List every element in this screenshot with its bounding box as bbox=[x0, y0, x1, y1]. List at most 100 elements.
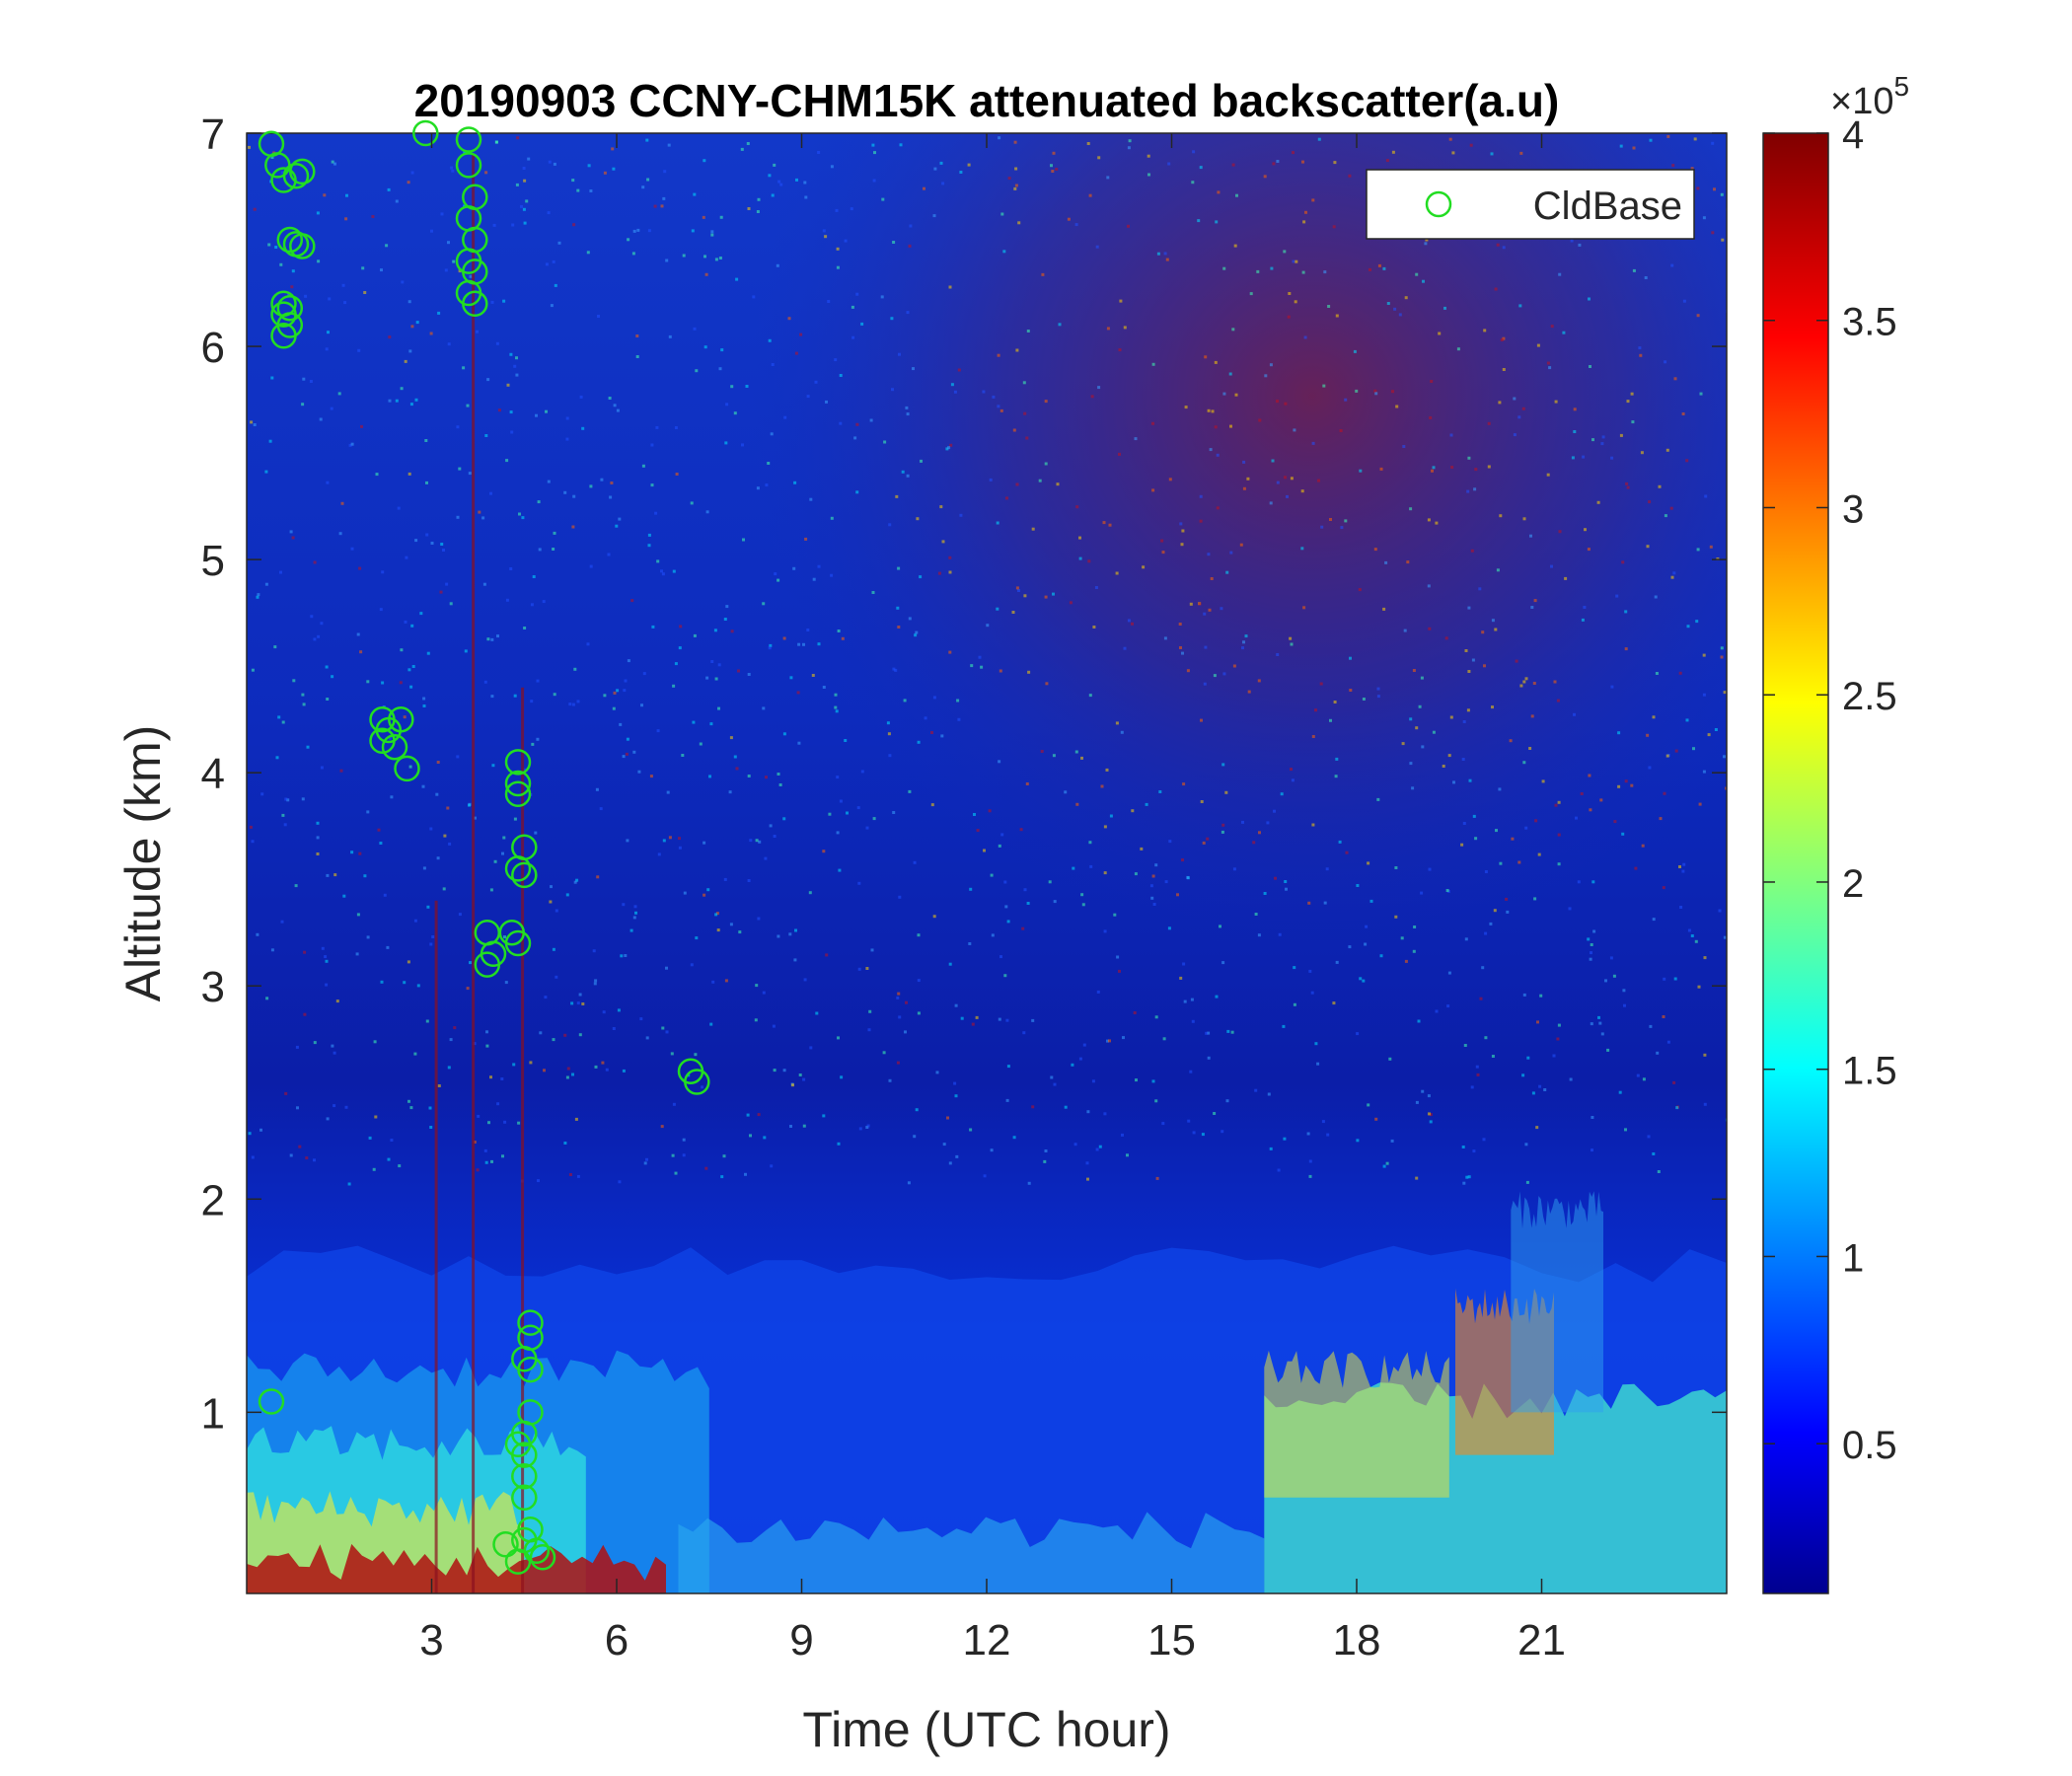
noise-speckle-dot bbox=[603, 694, 607, 698]
noise-speckle-dot bbox=[1664, 360, 1667, 364]
noise-speckle-dot bbox=[493, 859, 497, 863]
noise-speckle-dot bbox=[295, 1045, 299, 1049]
noise-speckle-dot bbox=[630, 599, 634, 603]
noise-speckle-dot bbox=[1413, 925, 1417, 928]
noise-speckle-dot bbox=[1427, 584, 1431, 588]
noise-speckle-dot bbox=[956, 699, 960, 703]
noise-speckle-dot bbox=[436, 856, 440, 860]
noise-speckle-dot bbox=[570, 1001, 574, 1005]
noise-speckle-dot bbox=[306, 745, 310, 749]
noise-speckle-dot bbox=[850, 207, 853, 211]
noise-speckle-dot bbox=[597, 315, 600, 318]
noise-speckle-dot bbox=[1491, 705, 1494, 709]
noise-speckle-dot bbox=[1415, 1100, 1419, 1104]
noise-speckle-dot bbox=[930, 731, 933, 734]
noise-speckle-dot bbox=[1652, 918, 1656, 922]
noise-speckle-dot bbox=[1311, 823, 1315, 827]
noise-speckle-dot bbox=[1314, 1042, 1318, 1046]
noise-speckle-dot bbox=[1564, 576, 1568, 580]
noise-speckle-dot bbox=[249, 825, 253, 829]
noise-speckle-dot bbox=[835, 208, 839, 212]
noise-speckle-dot bbox=[325, 959, 329, 963]
noise-speckle-dot bbox=[1699, 392, 1703, 396]
noise-speckle-dot bbox=[670, 1052, 674, 1056]
noise-speckle-dot bbox=[855, 422, 859, 426]
noise-speckle-dot bbox=[1216, 453, 1220, 457]
noise-speckle-dot bbox=[565, 893, 569, 897]
noise-speckle-dot bbox=[484, 1160, 488, 1164]
noise-speckle-dot bbox=[1632, 268, 1636, 272]
noise-speckle-dot bbox=[1443, 306, 1446, 310]
noise-speckle-dot bbox=[1108, 1039, 1111, 1043]
noise-speckle-dot bbox=[856, 806, 860, 810]
noise-speckle-dot bbox=[1089, 864, 1093, 868]
noise-speckle-dot bbox=[803, 978, 807, 982]
noise-speckle-dot bbox=[672, 684, 676, 688]
noise-speckle-dot bbox=[795, 178, 798, 182]
noise-speckle-dot bbox=[1489, 922, 1493, 925]
noise-speckle-dot bbox=[1080, 756, 1083, 760]
noise-speckle-dot bbox=[424, 439, 428, 442]
noise-speckle-dot bbox=[772, 1024, 776, 1028]
noise-speckle-dot bbox=[1500, 338, 1504, 341]
noise-speckle-dot bbox=[563, 490, 567, 494]
noise-speckle-dot bbox=[1533, 897, 1537, 901]
noise-speckle-dot bbox=[1377, 263, 1381, 267]
noise-speckle-dot bbox=[486, 637, 490, 641]
noise-speckle-dot bbox=[725, 605, 729, 609]
noise-speckle-dot bbox=[1723, 755, 1726, 759]
noise-speckle-dot bbox=[1588, 297, 1591, 301]
noise-speckle-dot bbox=[1013, 186, 1017, 190]
noise-speckle-dot bbox=[320, 622, 324, 626]
noise-speckle-dot bbox=[555, 909, 558, 913]
noise-speckle-dot bbox=[458, 913, 462, 917]
noise-speckle-dot bbox=[1235, 193, 1238, 197]
noise-speckle-dot bbox=[496, 634, 499, 638]
noise-speckle-dot bbox=[618, 1180, 622, 1184]
noise-speckle-dot bbox=[1600, 442, 1604, 446]
noise-speckle-dot bbox=[1069, 601, 1073, 605]
noise-speckle-dot bbox=[1481, 966, 1485, 970]
noise-speckle-dot bbox=[933, 167, 937, 171]
noise-speckle-dot bbox=[509, 352, 513, 356]
noise-speckle-dot bbox=[275, 756, 279, 760]
noise-speckle-dot bbox=[1367, 861, 1370, 865]
noise-speckle-dot bbox=[1154, 1099, 1158, 1103]
noise-speckle-dot bbox=[1427, 1094, 1431, 1098]
backscatter-heatmap bbox=[247, 133, 1727, 1593]
noise-speckle-dot bbox=[1220, 607, 1223, 611]
cloud-base-point bbox=[381, 733, 408, 761]
noise-speckle-dot bbox=[1562, 331, 1566, 334]
noise-speckle-dot bbox=[547, 480, 551, 483]
noise-speckle-dot bbox=[516, 136, 520, 140]
noise-speckle-dot bbox=[762, 706, 766, 710]
noise-speckle-dot bbox=[1400, 936, 1404, 940]
noise-speckle-dot bbox=[773, 1069, 777, 1073]
colorbar-tick-label: 2 bbox=[1842, 862, 1864, 906]
noise-speckle-dot bbox=[674, 426, 678, 429]
noise-speckle-dot bbox=[1168, 840, 1172, 844]
cloud-base-point bbox=[282, 162, 310, 189]
noise-speckle-dot bbox=[325, 347, 329, 351]
noise-speckle-dot bbox=[1233, 244, 1237, 248]
noise-speckle-dot bbox=[749, 839, 753, 843]
noise-speckle-dot bbox=[624, 679, 628, 683]
noise-speckle-dot bbox=[523, 627, 527, 629]
noise-speckle-dot bbox=[578, 1033, 582, 1037]
noise-speckle-dot bbox=[701, 1085, 704, 1089]
noise-speckle-dot bbox=[613, 404, 617, 407]
noise-speckle-dot bbox=[1704, 494, 1708, 498]
noise-speckle-dot bbox=[1140, 847, 1144, 851]
noise-speckle-dot bbox=[1183, 999, 1187, 1003]
noise-speckle-dot bbox=[667, 143, 671, 147]
noise-speckle-dot bbox=[330, 407, 333, 410]
noise-speckle-dot bbox=[1208, 608, 1212, 612]
noise-speckle-dot bbox=[1123, 326, 1127, 330]
noise-speckle-dot bbox=[1321, 1120, 1325, 1124]
noise-speckle-dot bbox=[633, 905, 637, 909]
noise-speckle-dot bbox=[671, 1153, 675, 1157]
noise-speckle-dot bbox=[1109, 814, 1113, 818]
noise-speckle-dot bbox=[1613, 820, 1617, 824]
noise-speckle-dot bbox=[1085, 1161, 1089, 1165]
cloud-base-point bbox=[511, 1484, 538, 1512]
